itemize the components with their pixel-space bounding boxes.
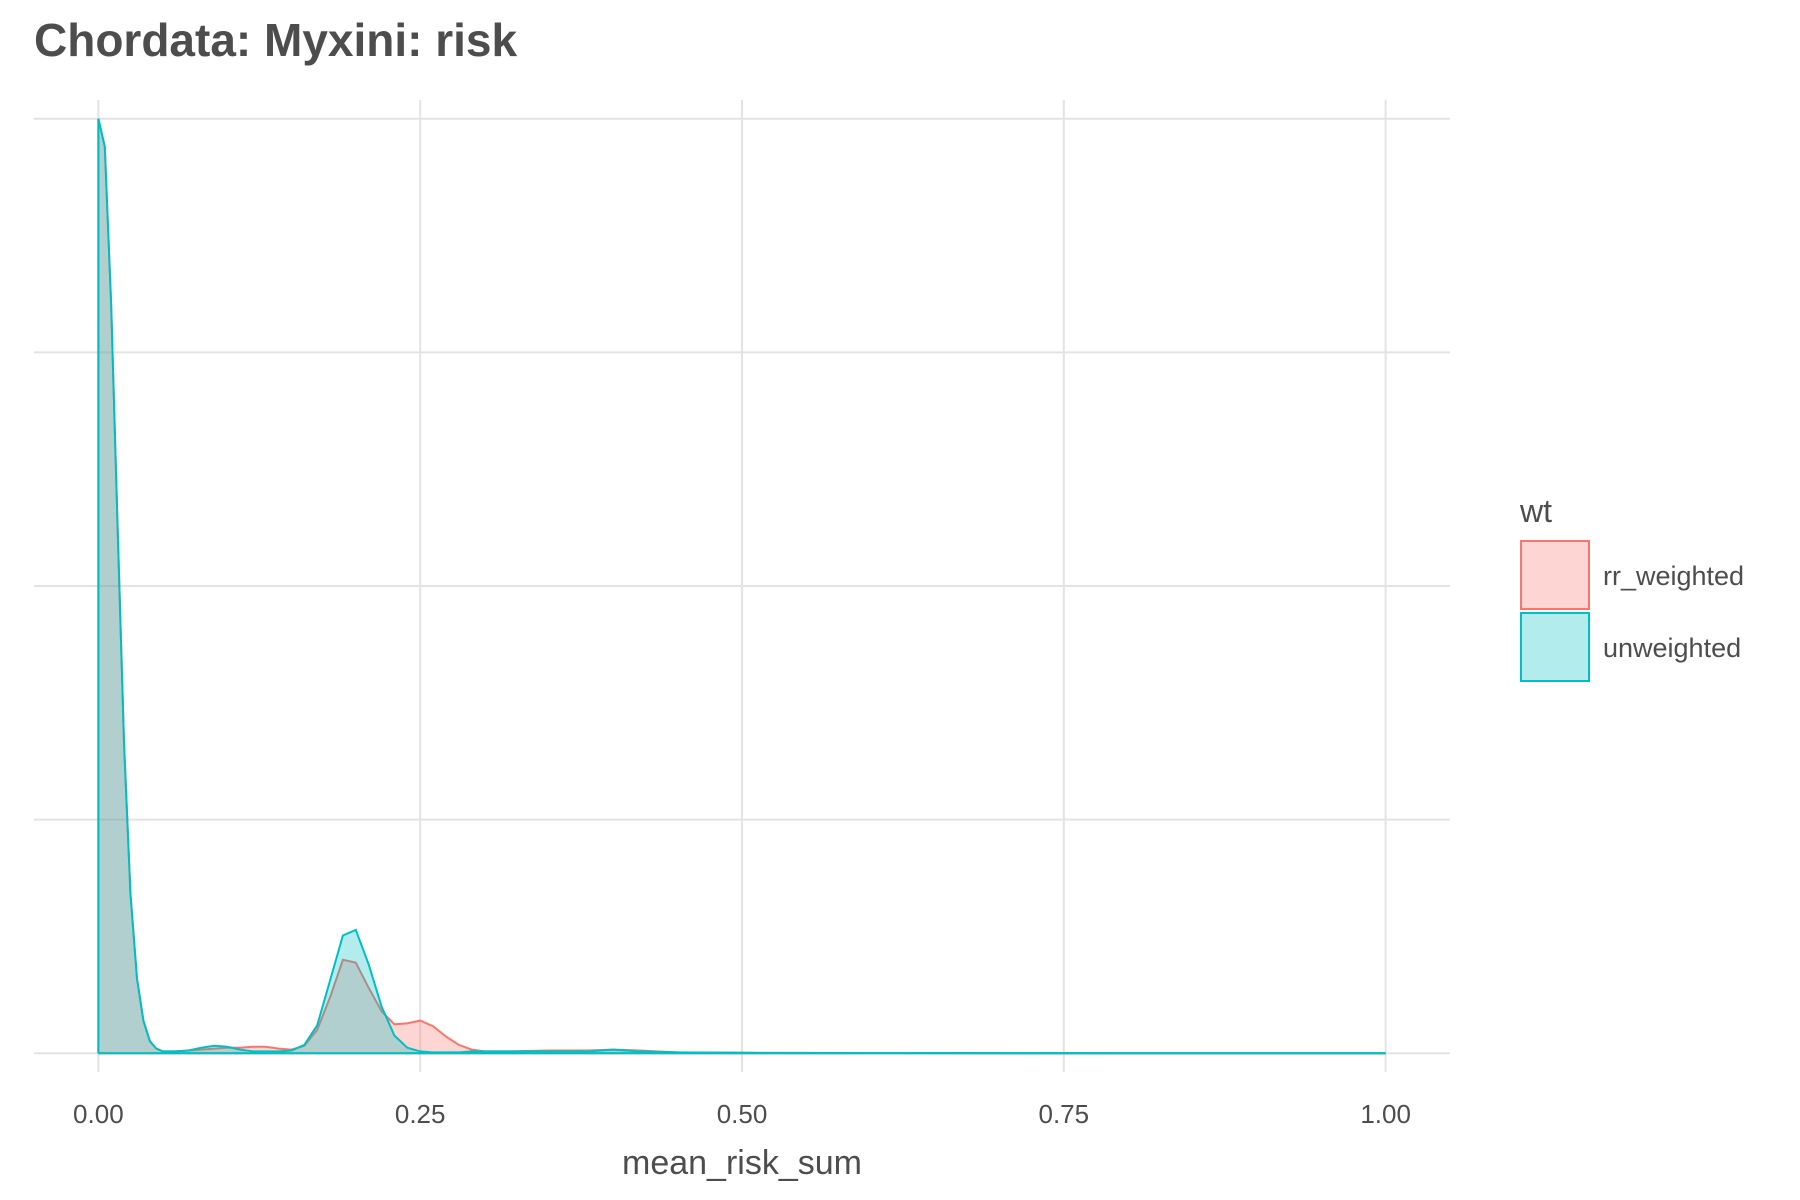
x-tick-label-1: 0.25 [395, 1099, 446, 1129]
x-tick-label-4: 1.00 [1360, 1099, 1411, 1129]
grid-layer [34, 100, 1450, 1072]
legend-label-unweighted: unweighted [1603, 633, 1741, 663]
x-tick-label-0: 0.00 [73, 1099, 124, 1129]
legend-key-unweighted [1520, 612, 1590, 682]
x-tick-label-2: 0.50 [717, 1099, 768, 1129]
x-axis-label: mean_risk_sum [622, 1144, 862, 1182]
series-layer [97, 118, 1386, 1055]
legend: wt rr_weighted unweighted [1519, 493, 1744, 682]
legend-title: wt [1519, 493, 1552, 529]
legend-label-rr-weighted: rr_weighted [1603, 561, 1744, 591]
chart-title: Chordata: Myxini: risk [34, 14, 518, 66]
legend-key-rr-weighted [1520, 540, 1590, 610]
density-line-unweighted [97, 118, 1386, 1055]
x-tick-label-3: 0.75 [1039, 1099, 1090, 1129]
x-axis-ticks: 0.00 0.25 0.50 0.75 1.00 [73, 1099, 1411, 1129]
